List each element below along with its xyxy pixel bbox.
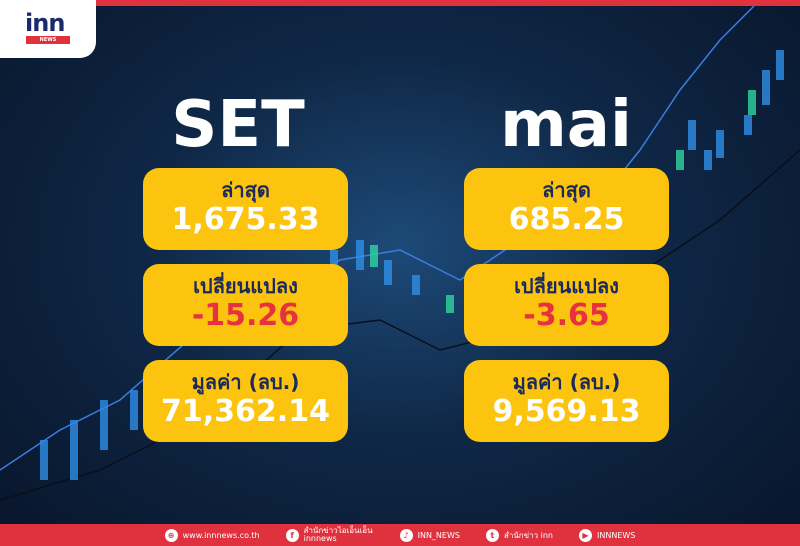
mai-value-card: มูลค่า (ลบ.) 9,569.13 — [464, 360, 669, 442]
set-change-value: -15.26 — [191, 298, 300, 333]
set-value-value: 71,362.14 — [161, 394, 330, 429]
top-accent-bar — [0, 0, 800, 6]
candlestick-background — [0, 0, 800, 501]
set-latest-value: 1,675.33 — [171, 202, 320, 237]
mai-latest-label: ล่าสุด — [542, 178, 591, 202]
tiktok-icon: ♪ — [399, 528, 413, 542]
mai-value-label: มูลค่า (ลบ.) — [512, 370, 621, 394]
mai-change-card: เปลี่ยนแปลง -3.65 — [464, 264, 669, 346]
set-latest-label: ล่าสุด — [221, 178, 270, 202]
set-latest-card: ล่าสุด 1,675.33 — [143, 168, 348, 250]
footer-youtube[interactable]: ▶ INNNEWS — [579, 528, 635, 542]
mai-change-label: เปลี่ยนแปลง — [514, 274, 619, 298]
mai-latest-card: ล่าสุด 685.25 — [464, 168, 669, 250]
youtube-icon: ▶ — [579, 528, 592, 542]
twitter-icon: t — [485, 528, 499, 542]
set-change-label: เปลี่ยนแปลง — [193, 274, 298, 298]
set-change-card: เปลี่ยนแปลง -15.26 — [143, 264, 348, 346]
globe-icon: ⊕ — [164, 528, 178, 542]
mai-value-value: 9,569.13 — [492, 394, 641, 429]
facebook-icon: f — [285, 528, 299, 542]
set-title: SET — [171, 88, 305, 162]
mai-change-value: -3.65 — [523, 298, 610, 333]
set-value-card: มูลค่า (ลบ.) 71,362.14 — [143, 360, 348, 442]
footer: ⊕ www.innnews.co.th f สำนักข่าวไอเอ็นเอ็น … — [0, 524, 800, 546]
footer-tiktok[interactable]: ♪ INN_NEWS — [399, 528, 460, 542]
footer-website[interactable]: ⊕ www.innnews.co.th — [164, 528, 260, 542]
set-value-label: มูลค่า (ลบ.) — [191, 370, 300, 394]
footer-facebook[interactable]: f สำนักข่าวไอเอ็นเอ็น innnews — [285, 527, 374, 543]
mai-title: mai — [500, 88, 632, 162]
footer-twitter[interactable]: t สำนักข่าว inn — [485, 528, 553, 542]
inn-news-logo: inn NEWS — [0, 0, 96, 58]
mai-latest-value: 685.25 — [508, 202, 625, 237]
